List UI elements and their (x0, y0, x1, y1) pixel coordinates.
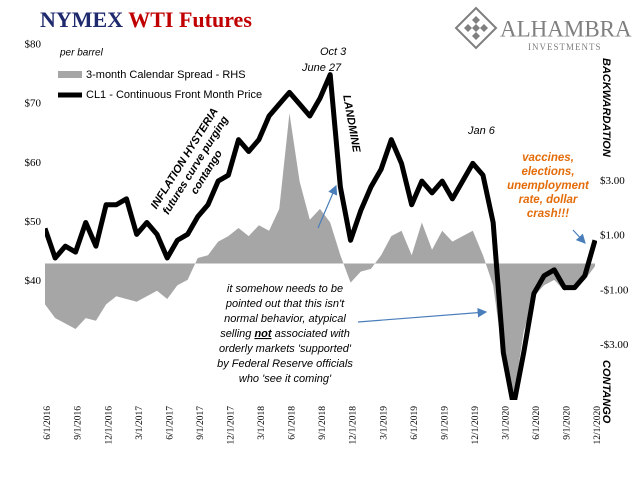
annotation-line: by Federal Reserve officials (217, 358, 353, 370)
price-line (45, 72, 597, 400)
logo-subtext: INVESTMENTS (528, 42, 602, 52)
annotation-line: elections, (521, 166, 574, 178)
legend-swatch (58, 71, 82, 78)
x-tick-label: 9/1/2019 (440, 406, 450, 440)
annotation-line: pointed out that this isn't (225, 298, 345, 310)
annotation-line: it somehow needs to be (227, 283, 343, 295)
x-tick-label: 6/1/2019 (410, 406, 420, 440)
arrow (572, 229, 586, 244)
x-tick-label: 12/1/2017 (227, 406, 237, 445)
x-tick-label: 6/1/2016 (43, 406, 53, 440)
annotation-line: normal behavior, atypical (224, 313, 346, 325)
logo-mark (454, 6, 498, 50)
annotation-segment: who 'see it coming' (239, 373, 332, 385)
arrow (357, 307, 488, 323)
annotation-line: unemployment (507, 180, 590, 192)
x-tick-label: 12/1/2019 (471, 406, 481, 445)
legend-label: 3-month Calendar Spread - RHS (86, 69, 246, 81)
annotation-segment: pointed out that this isn't (225, 298, 345, 310)
axis-annotation: CONTANGO (600, 360, 612, 424)
annotation-line: vaccines, (522, 152, 574, 164)
annotation-line: orderly markets 'supported' (219, 343, 352, 355)
annotation-segment: orderly markets 'supported' (219, 343, 352, 355)
x-tick-label: 9/1/2016 (74, 406, 84, 440)
annotation-segment: selling (220, 328, 254, 340)
y-tick-label: $70 (25, 98, 42, 110)
x-tick-label: 12/1/2016 (104, 406, 114, 445)
y-tick-label: $40 (25, 275, 42, 287)
annotation-segment: by Federal Reserve officials (217, 358, 353, 370)
annotation-line: selling not associated with (220, 328, 350, 340)
annotation-line: who 'see it coming' (239, 373, 332, 385)
x-tick-label: 9/1/2018 (318, 406, 328, 440)
annotation-segment: it somehow needs to be (227, 283, 343, 295)
chart-title: NYMEX WTI Futures (40, 7, 252, 32)
x-tick-label: 12/1/2020 (593, 406, 603, 445)
annotation-line: rate, dollar (519, 194, 578, 206)
x-tick-label: 6/1/2020 (532, 406, 542, 440)
x-tick-label: 3/1/2018 (257, 406, 267, 440)
arrow (317, 184, 338, 229)
y2-tick-label: $3.00 (600, 175, 625, 187)
logo-text: ALHAMBRA (500, 16, 632, 41)
x-tick-label: 6/1/2017 (165, 406, 175, 440)
y2-tick-label: -$1.00 (600, 284, 629, 296)
annotation-segment: normal behavior, atypical (224, 313, 346, 325)
y-tick-label: $60 (25, 157, 42, 169)
y-tick-label: $80 (25, 39, 42, 51)
annotation: June 27 (301, 62, 342, 74)
unit-note: per barrel (59, 48, 104, 59)
y2-tick-label: -$3.00 (600, 339, 629, 351)
x-tick-label: 3/1/2019 (379, 406, 389, 440)
x-tick-label: 9/1/2017 (196, 406, 206, 440)
legend-label: CL1 - Continuous Front Month Price (86, 89, 262, 101)
plot (45, 72, 597, 400)
x-tick-label: 6/1/2018 (288, 406, 298, 440)
annotation: LANDMINE (340, 94, 362, 154)
annotation: Oct 3 (320, 46, 347, 58)
x-tick-label: 3/1/2017 (135, 406, 145, 440)
axis-annotation: BACKWARDATION (600, 58, 612, 158)
annotation-segment: not (254, 328, 272, 340)
annotation: Jan 6 (467, 125, 496, 137)
y2-tick-label: $1.00 (600, 230, 625, 242)
spread-area (45, 113, 595, 400)
x-tick-label: 12/1/2018 (349, 406, 359, 445)
x-tick-label: 3/1/2020 (502, 406, 512, 440)
annotation-line: crash!!! (527, 208, 569, 220)
y-tick-label: $50 (25, 216, 42, 228)
annotation-segment: associated with (272, 328, 350, 340)
x-tick-label: 9/1/2020 (563, 406, 573, 440)
